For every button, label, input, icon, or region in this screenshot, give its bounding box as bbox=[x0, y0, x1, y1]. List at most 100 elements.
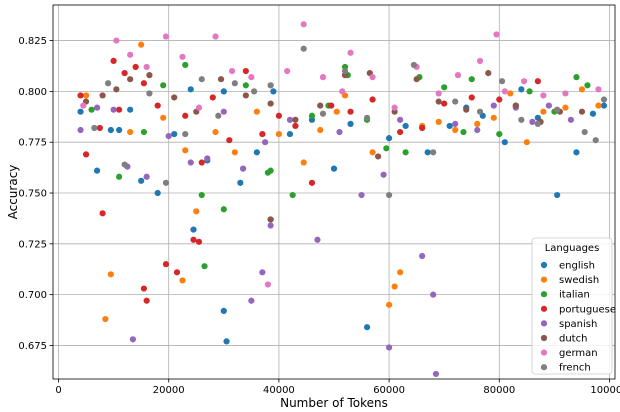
data-point bbox=[113, 86, 120, 93]
data-point bbox=[154, 189, 161, 197]
data-point bbox=[267, 82, 274, 89]
data-point bbox=[248, 74, 255, 81]
data-point bbox=[132, 63, 139, 71]
data-point bbox=[432, 370, 440, 378]
plot-frame bbox=[52, 4, 616, 380]
data-point bbox=[578, 108, 586, 115]
data-point bbox=[77, 126, 84, 134]
data-point bbox=[490, 102, 497, 109]
data-point bbox=[339, 88, 346, 95]
data-point bbox=[173, 269, 181, 276]
legend-marker bbox=[540, 261, 548, 269]
data-point bbox=[374, 153, 382, 160]
series-french bbox=[91, 45, 608, 199]
data-point bbox=[452, 98, 459, 105]
data-point bbox=[554, 191, 561, 199]
data-point bbox=[242, 82, 249, 89]
series-english bbox=[77, 86, 608, 345]
x-axis-title: Number of Tokens bbox=[280, 396, 388, 410]
data-point bbox=[317, 102, 324, 109]
data-point bbox=[347, 49, 354, 56]
data-point bbox=[383, 145, 390, 152]
data-point bbox=[584, 82, 591, 89]
data-point bbox=[385, 135, 393, 142]
data-point bbox=[363, 324, 371, 331]
data-point bbox=[179, 277, 186, 284]
legend-marker bbox=[540, 305, 548, 312]
data-point bbox=[490, 114, 497, 121]
data-point bbox=[493, 31, 500, 38]
data-point bbox=[270, 88, 277, 95]
data-point bbox=[93, 167, 101, 174]
data-point bbox=[220, 88, 227, 95]
data-point bbox=[275, 112, 283, 119]
data-point bbox=[201, 263, 208, 270]
data-point bbox=[198, 159, 205, 166]
data-point bbox=[226, 137, 233, 144]
data-point bbox=[363, 114, 371, 121]
legend: Languages english swedish italian portuguese… bbox=[531, 237, 616, 375]
data-point bbox=[402, 122, 409, 130]
series-german bbox=[80, 21, 602, 288]
data-point bbox=[562, 104, 569, 111]
data-point bbox=[162, 33, 170, 40]
data-point bbox=[468, 76, 475, 83]
data-point bbox=[231, 149, 238, 156]
data-point bbox=[336, 128, 343, 136]
series-portuguese bbox=[77, 57, 541, 304]
data-point bbox=[212, 128, 219, 136]
data-point bbox=[190, 226, 197, 233]
data-point bbox=[286, 116, 294, 123]
data-point bbox=[140, 128, 148, 136]
data-point bbox=[385, 191, 393, 199]
data-point bbox=[242, 67, 249, 75]
legend-label: italian bbox=[559, 290, 590, 301]
data-point bbox=[220, 108, 227, 115]
data-point bbox=[99, 210, 106, 217]
data-point bbox=[82, 92, 90, 99]
data-point bbox=[498, 78, 506, 85]
legend-entry-swedish: swedish bbox=[540, 275, 599, 286]
data-point bbox=[452, 126, 459, 134]
data-point bbox=[520, 78, 528, 85]
data-point bbox=[154, 102, 161, 109]
y-axis-title: Accuracy bbox=[6, 165, 20, 220]
y-tick-label: 0.700 bbox=[18, 290, 47, 301]
data-point bbox=[441, 100, 448, 107]
data-point bbox=[267, 216, 274, 223]
data-point bbox=[595, 86, 602, 93]
data-point bbox=[195, 104, 203, 111]
legend-label: swedish bbox=[559, 275, 599, 286]
y-tick-label: 0.750 bbox=[18, 189, 47, 200]
y-tick-label: 0.775 bbox=[18, 138, 47, 149]
data-point bbox=[146, 72, 153, 79]
data-point bbox=[143, 297, 150, 304]
data-point bbox=[248, 297, 255, 304]
data-point bbox=[116, 126, 123, 134]
series-swedish bbox=[82, 41, 602, 323]
data-point bbox=[209, 94, 216, 101]
x-tick-label: 80000 bbox=[483, 385, 515, 396]
data-point bbox=[435, 90, 442, 97]
data-point bbox=[113, 37, 120, 44]
data-point bbox=[275, 130, 283, 138]
series-spanish bbox=[77, 102, 575, 378]
data-point bbox=[91, 124, 98, 132]
data-point bbox=[129, 336, 136, 343]
data-point bbox=[127, 106, 134, 113]
data-point bbox=[507, 90, 514, 97]
data-point bbox=[435, 98, 442, 105]
data-point bbox=[104, 80, 112, 87]
legend-marker bbox=[540, 349, 548, 356]
data-point bbox=[369, 74, 376, 81]
data-point bbox=[138, 41, 145, 48]
data-point bbox=[127, 51, 134, 58]
legend-entry-dutch: dutch bbox=[540, 334, 587, 345]
legend-entry-french: french bbox=[540, 363, 591, 374]
data-point bbox=[93, 104, 101, 111]
data-point bbox=[567, 116, 575, 123]
legend-marker bbox=[540, 334, 548, 342]
data-point bbox=[554, 106, 561, 113]
data-point bbox=[182, 112, 189, 119]
